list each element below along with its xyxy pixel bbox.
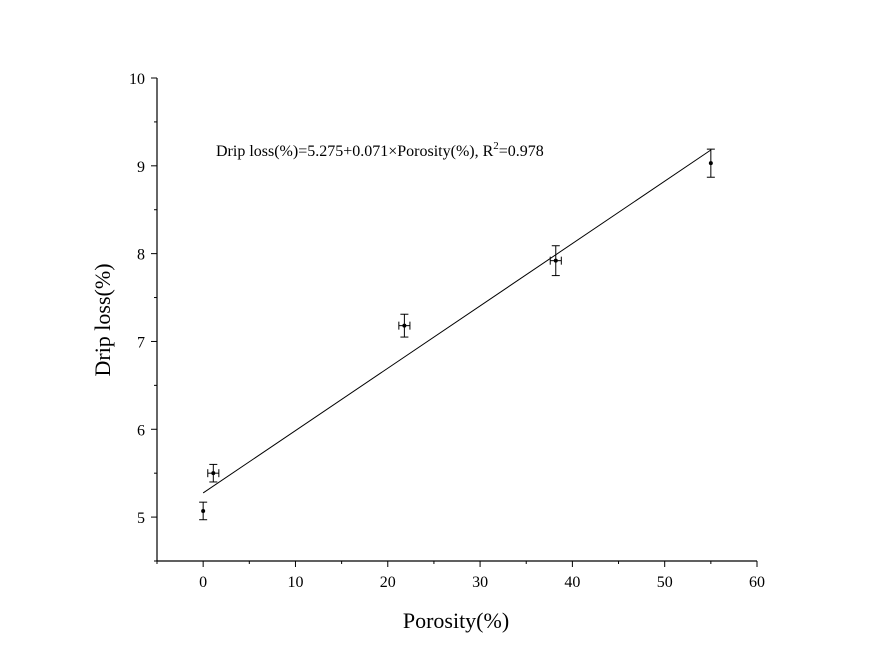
equation-suffix: =0.978	[499, 143, 544, 160]
axes	[156, 78, 757, 562]
data-point	[211, 471, 216, 476]
fit-line-group	[202, 149, 712, 494]
x-tick-label: 20	[380, 574, 396, 591]
ticks: 0 10 20 30 40 50 60 5 6 7 8 9 10	[129, 71, 765, 591]
y-tick-label: 10	[129, 71, 145, 88]
y-tick-label: 5	[137, 510, 145, 527]
data-point-group	[207, 463, 220, 483]
x-tick-label: 30	[472, 574, 488, 591]
regression-equation: Drip loss(%)=5.275+0.071×Porosity(%), R2…	[216, 140, 544, 160]
x-tick-label: 60	[749, 574, 765, 591]
y-tick-label: 6	[137, 422, 145, 439]
x-tick-label: 0	[199, 574, 207, 591]
y-axis-title: Drip loss(%)	[90, 263, 115, 376]
data-point-group	[398, 313, 411, 338]
data-point-group	[706, 148, 715, 178]
y-tick-label: 9	[137, 159, 145, 176]
x-tick-label: 40	[564, 574, 580, 591]
regression-line	[202, 149, 712, 494]
y-tick-label: 7	[137, 334, 145, 351]
data-point-group	[199, 501, 208, 521]
equation-superscript: 2	[493, 140, 499, 152]
data-point	[201, 508, 206, 513]
equation-prefix: Drip loss(%)=5.275+0.071×Porosity(%), R	[216, 143, 494, 160]
data-point	[402, 323, 407, 328]
data-points	[199, 148, 715, 521]
data-point-group	[549, 245, 562, 277]
x-axis-title: Porosity(%)	[403, 608, 509, 633]
x-tick-label: 50	[657, 574, 673, 591]
x-tick-label: 10	[287, 574, 303, 591]
data-point	[553, 258, 558, 263]
y-tick-label: 8	[137, 247, 145, 264]
data-point	[708, 161, 713, 166]
